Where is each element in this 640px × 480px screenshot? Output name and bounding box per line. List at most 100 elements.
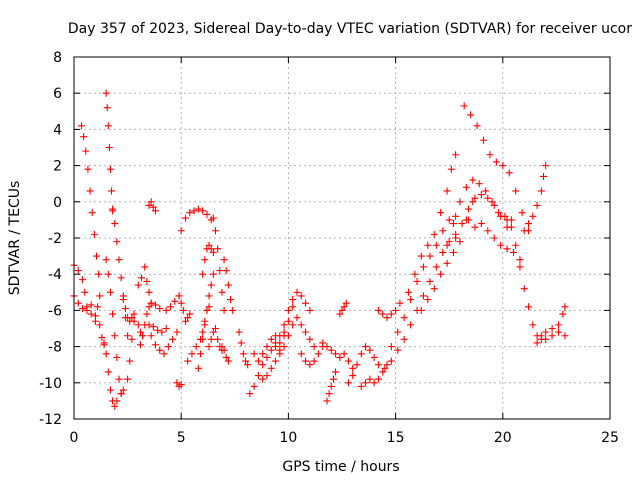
data-point: [186, 209, 194, 217]
data-point: [529, 212, 537, 220]
data-point: [145, 288, 153, 296]
data-point: [199, 335, 207, 343]
series-arc-10: [136, 292, 183, 349]
data-point: [336, 310, 344, 318]
data-point: [156, 346, 164, 354]
data-point: [143, 277, 151, 285]
data-point: [411, 270, 419, 278]
data-point: [306, 306, 314, 314]
data-point: [327, 382, 335, 390]
data-point: [387, 310, 395, 318]
data-point: [272, 339, 280, 347]
data-point: [443, 259, 451, 267]
data-point: [218, 288, 226, 296]
data-point: [469, 176, 477, 184]
data-point: [74, 299, 82, 307]
data-point: [108, 187, 116, 195]
data-point: [81, 288, 89, 296]
data-point: [537, 187, 545, 195]
x-tick-label: 5: [177, 430, 186, 446]
data-point: [190, 207, 198, 215]
data-point: [542, 162, 550, 170]
data-point: [209, 248, 217, 256]
data-point: [254, 357, 262, 365]
data-point: [224, 281, 232, 289]
series-arc-37: [374, 299, 404, 322]
data-point: [145, 303, 153, 311]
data-point: [102, 256, 110, 264]
data-point: [490, 201, 498, 209]
data-point: [147, 332, 155, 340]
data-point: [177, 299, 185, 307]
data-point: [205, 343, 213, 351]
x-tick-label: 10: [279, 430, 297, 446]
data-point: [310, 343, 318, 351]
data-point: [512, 241, 520, 249]
data-point: [188, 350, 196, 358]
series-arc-24: [220, 256, 237, 314]
data-point: [525, 220, 533, 228]
data-point: [177, 381, 185, 389]
data-point: [84, 165, 92, 173]
data-point: [297, 321, 305, 329]
data-point: [325, 390, 333, 398]
data-point: [400, 335, 408, 343]
data-point: [205, 303, 213, 311]
data-point: [74, 267, 82, 275]
data-point: [212, 227, 220, 235]
data-point: [387, 357, 395, 365]
data-point: [205, 241, 213, 249]
data-point: [533, 339, 541, 347]
data-point: [426, 277, 434, 285]
data-point: [104, 270, 112, 278]
data-point: [151, 301, 159, 309]
data-point: [381, 364, 389, 372]
data-point: [306, 335, 314, 343]
data-point: [106, 386, 114, 394]
series-arc-19: [194, 270, 217, 372]
data-point: [154, 326, 162, 334]
data-point: [147, 198, 155, 206]
data-point: [90, 230, 98, 238]
y-tick-label: -8: [48, 340, 62, 356]
data-point: [510, 248, 518, 256]
data-point: [548, 325, 556, 332]
data-point: [310, 357, 318, 365]
data-point: [250, 382, 258, 390]
data-point: [136, 341, 144, 349]
data-point: [342, 299, 350, 307]
y-tick-label: -2: [48, 231, 62, 247]
data-point: [79, 276, 87, 284]
series-arc-11: [134, 263, 155, 307]
axis-ticks: 0 5 10 15 20 25 -12 -10 -8 -6 -4 -2 0 2 4 6 8: [39, 50, 619, 446]
data-point: [464, 216, 472, 224]
data-point: [104, 122, 112, 130]
data-point: [366, 375, 374, 383]
data-point: [456, 198, 464, 206]
series-arc-03: [78, 122, 103, 278]
data-point: [486, 151, 494, 159]
y-tick-label: -6: [48, 303, 62, 319]
data-point: [407, 321, 415, 329]
series-arc-17: [184, 303, 213, 365]
data-point: [374, 375, 382, 383]
data-point: [139, 332, 147, 340]
data-point: [302, 299, 310, 307]
data-point: [357, 350, 365, 358]
data-point: [542, 335, 550, 343]
data-point: [505, 169, 513, 177]
series-arc-40: [404, 151, 460, 296]
data-point: [512, 187, 520, 195]
data-point: [179, 306, 187, 314]
data-point: [109, 310, 117, 318]
data-point: [149, 203, 157, 211]
data-point: [143, 310, 151, 318]
data-point: [276, 332, 284, 340]
data-point: [95, 270, 103, 278]
series-arc-33: [319, 339, 357, 372]
data-point: [194, 364, 202, 372]
series-arc-26: [246, 343, 280, 398]
data-point: [237, 339, 245, 347]
data-point: [272, 357, 280, 365]
data-point: [548, 332, 556, 340]
